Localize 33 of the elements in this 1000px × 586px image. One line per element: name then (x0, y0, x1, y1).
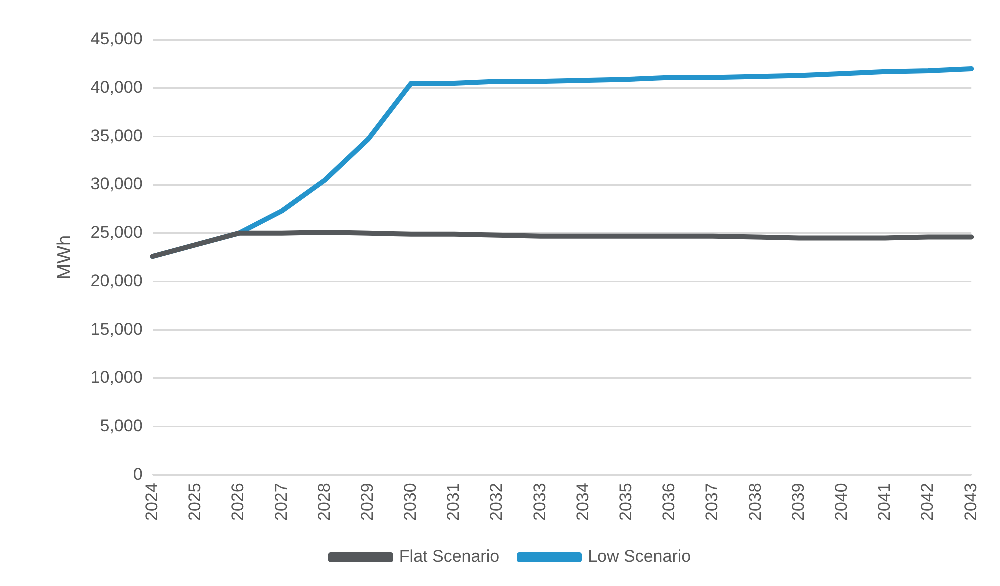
x-tick-label: 2038 (746, 483, 765, 522)
x-tick-label: 2040 (832, 483, 852, 522)
y-tick-label: 10,000 (90, 368, 143, 388)
x-tick-label: 2034 (573, 483, 592, 522)
y-tick-label: 35,000 (90, 126, 143, 146)
x-tick-label: 2024 (142, 483, 162, 522)
x-tick-label: 2028 (314, 483, 334, 522)
x-tick-label: 2029 (358, 483, 377, 522)
legend-label: Low Scenario (588, 547, 692, 566)
y-tick-label: 0 (133, 464, 143, 484)
y-tick-label: 40,000 (90, 78, 143, 98)
x-tick-label: 2035 (616, 483, 636, 522)
x-tick-label: 2027 (272, 483, 291, 522)
x-tick-label: 2039 (788, 483, 808, 522)
x-tick-label: 2025 (186, 483, 205, 522)
x-tick-label: 2026 (228, 483, 248, 522)
x-tick-label: 2036 (660, 483, 679, 522)
x-tick-label: 2043 (961, 483, 980, 522)
x-tick-label: 2042 (918, 483, 938, 522)
x-tick-label: 2032 (487, 483, 506, 522)
y-tick-label: 5,000 (100, 416, 143, 436)
y-tick-label: 30,000 (90, 174, 143, 194)
x-tick-label: 2031 (444, 483, 464, 522)
y-tick-label: 25,000 (90, 223, 143, 242)
y-tick-label: 15,000 (90, 320, 143, 339)
y-axis-title: MWh (54, 235, 76, 280)
legend-label: Flat Scenario (399, 547, 500, 566)
x-tick-label: 2037 (702, 483, 722, 522)
y-tick-label: 20,000 (90, 271, 143, 290)
y-tick-label: 45,000 (90, 30, 143, 49)
x-tick-label: 2030 (401, 483, 420, 522)
x-tick-label: 2041 (875, 483, 894, 522)
x-tick-label: 2033 (530, 483, 550, 522)
